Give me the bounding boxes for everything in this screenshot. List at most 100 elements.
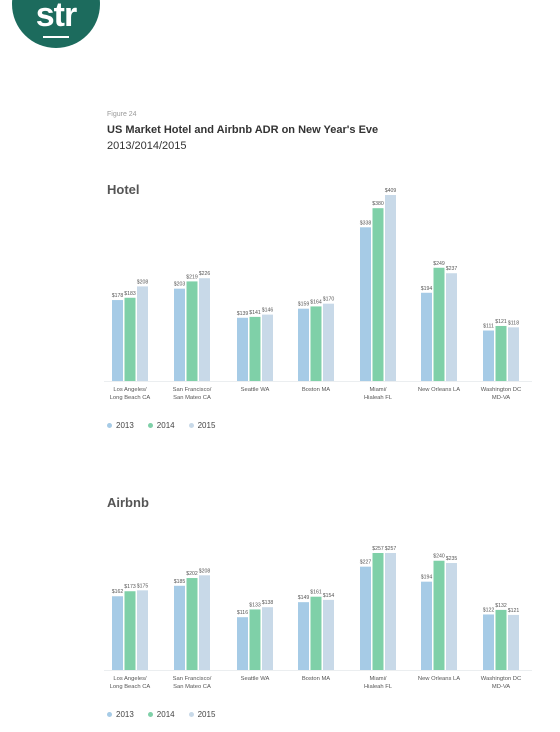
airbnb-category-label-5-0: New Orleans LA — [418, 676, 460, 682]
hotel-bar-2014-3 — [310, 306, 322, 381]
airbnb-bar-2015-3 — [323, 599, 334, 670]
hotel-bar-2015-4 — [385, 195, 396, 381]
airbnb-data-label-2014-1: $202 — [186, 571, 198, 577]
hotel-data-label-2014-1: $219 — [186, 274, 198, 280]
hotel-data-label-2015-6: $118 — [508, 320, 519, 326]
hotel-category-label-0-0: Los Angeles/ — [113, 387, 147, 393]
airbnb-category-label-4-0: Miami/ — [369, 676, 386, 682]
airbnb-bar-2015-4 — [385, 553, 396, 670]
airbnb-category-label-6-1: MD-VA — [492, 684, 510, 690]
airbnb-category-label-0-0: Los Angeles/ — [113, 676, 147, 682]
hotel-data-label-2015-0: $208 — [137, 279, 149, 285]
airbnb-data-label-2014-3: $161 — [310, 590, 322, 596]
airbnb-data-label-2015-0: $175 — [137, 583, 149, 589]
hotel-bar-2014-6 — [495, 325, 507, 381]
logo-underline — [43, 36, 69, 38]
figure-label: Figure 24 — [107, 111, 137, 118]
hotel-data-label-2013-2: $139 — [237, 311, 249, 317]
airbnb-data-label-2013-3: $149 — [298, 595, 310, 601]
hotel-category-label-6-1: MD-VA — [492, 395, 510, 401]
hotel-data-label-2015-1: $226 — [199, 271, 211, 277]
hotel-category-label-1-1: San Mateo CA — [173, 395, 211, 401]
airbnb-category-label-1-1: San Mateo CA — [173, 684, 211, 690]
legend-label-2014: 2014 — [156, 710, 175, 719]
hotel-bar-2013-0 — [112, 300, 123, 381]
airbnb-bar-2014-2 — [249, 609, 261, 670]
hotel-data-label-2015-5: $237 — [446, 266, 458, 272]
legend-label-2013: 2013 — [116, 421, 134, 430]
legend-label-2015: 2015 — [197, 421, 216, 430]
hotel-bar-2014-4 — [372, 208, 384, 381]
airbnb-data-label-2015-1: $208 — [199, 568, 211, 574]
airbnb-bar-2015-6 — [508, 614, 519, 670]
hotel-bar-2014-5 — [433, 267, 445, 381]
hotel-category-label-4-0: Miami/ — [369, 387, 386, 393]
airbnb-bar-2013-2 — [237, 617, 248, 670]
airbnb-bar-2013-1 — [174, 585, 185, 670]
hotel-data-label-2014-2: $141 — [249, 310, 261, 316]
legend-swatch-2014 — [147, 712, 153, 717]
legend-item-2014: 2014 — [147, 421, 175, 430]
airbnb-bar-2013-4 — [360, 566, 371, 670]
hotel-legend: 2013 2014 2015 — [107, 421, 215, 430]
hotel-bar-2015-6 — [508, 327, 519, 381]
airbnb-bar-2014-6 — [495, 609, 507, 670]
airbnb-data-label-2015-5: $235 — [446, 556, 458, 562]
hotel-data-label-2013-5: $194 — [421, 286, 433, 292]
hotel-category-label-5-0: New Orleans LA — [418, 387, 460, 393]
hotel-data-label-2014-0: $183 — [124, 291, 136, 297]
hotel-data-label-2015-3: $170 — [323, 297, 335, 303]
airbnb-category-label-2-0: Seattle WA — [241, 676, 270, 682]
hotel-category-label-6-0: Washington DC — [481, 387, 521, 393]
airbnb-bar-2013-5 — [421, 581, 432, 670]
airbnb-bar-2015-5 — [446, 563, 457, 670]
hotel-bar-2013-1 — [174, 288, 185, 381]
airbnb-data-label-2013-5: $194 — [421, 575, 433, 581]
airbnb-data-label-2014-4: $257 — [372, 546, 384, 552]
airbnb-bar-2015-0 — [137, 590, 148, 670]
airbnb-bar-2013-6 — [483, 614, 494, 670]
airbnb-data-label-2013-2: $116 — [237, 610, 248, 616]
legend-item-2013: 2013 — [107, 421, 134, 430]
airbnb-bar-2014-3 — [310, 596, 322, 670]
hotel-chart-title: Hotel — [107, 182, 140, 197]
airbnb-bar-2014-4 — [372, 553, 384, 670]
legend-label-2013: 2013 — [116, 710, 134, 719]
airbnb-data-label-2013-6: $122 — [483, 607, 495, 613]
airbnb-data-label-2013-4: $227 — [360, 560, 372, 566]
hotel-category-label-1-0: San Francisco/ — [173, 387, 212, 393]
hotel-data-label-2013-4: $338 — [360, 220, 372, 226]
hotel-data-label-2013-1: $203 — [174, 282, 186, 288]
hotel-bar-2014-2 — [249, 316, 261, 381]
airbnb-category-label-6-0: Washington DC — [481, 676, 521, 682]
hotel-data-label-2013-6: $111 — [483, 324, 494, 330]
airbnb-bar-2015-1 — [199, 575, 210, 670]
legend-swatch-2014 — [147, 423, 153, 428]
hotel-category-label-0-1: Long Beach CA — [110, 395, 151, 401]
hotel-data-label-2015-4: $409 — [385, 188, 397, 194]
legend-swatch-2015 — [188, 423, 194, 428]
hotel-data-label-2013-3: $159 — [298, 302, 310, 308]
hotel-bar-2013-6 — [483, 330, 494, 381]
hotel-data-label-2014-6: $121 — [495, 319, 507, 325]
airbnb-data-label-2014-5: $240 — [433, 554, 445, 560]
airbnb-chart-title: Airbnb — [107, 495, 149, 510]
hotel-bar-2015-1 — [199, 278, 210, 381]
figure-subtitle: 2013/2014/2015 — [107, 140, 187, 152]
logo-text: str — [35, 0, 77, 34]
airbnb-data-label-2013-1: $185 — [174, 579, 186, 585]
airbnb-data-label-2015-3: $154 — [323, 593, 335, 599]
hotel-data-label-2013-0: $178 — [112, 293, 124, 299]
legend-item-2014: 2014 — [147, 710, 175, 719]
hotel-category-label-2-0: Seattle WA — [241, 387, 270, 393]
legend-item-2013: 2013 — [107, 710, 134, 719]
airbnb-bar-2015-2 — [262, 607, 273, 670]
hotel-bar-2015-5 — [446, 273, 457, 381]
airbnb-bar-2014-0 — [124, 591, 136, 670]
airbnb-bar-2014-1 — [186, 578, 198, 670]
legend-swatch-2015 — [188, 712, 194, 717]
legend-swatch-2013 — [107, 712, 112, 717]
legend-item-2015: 2015 — [188, 710, 215, 719]
